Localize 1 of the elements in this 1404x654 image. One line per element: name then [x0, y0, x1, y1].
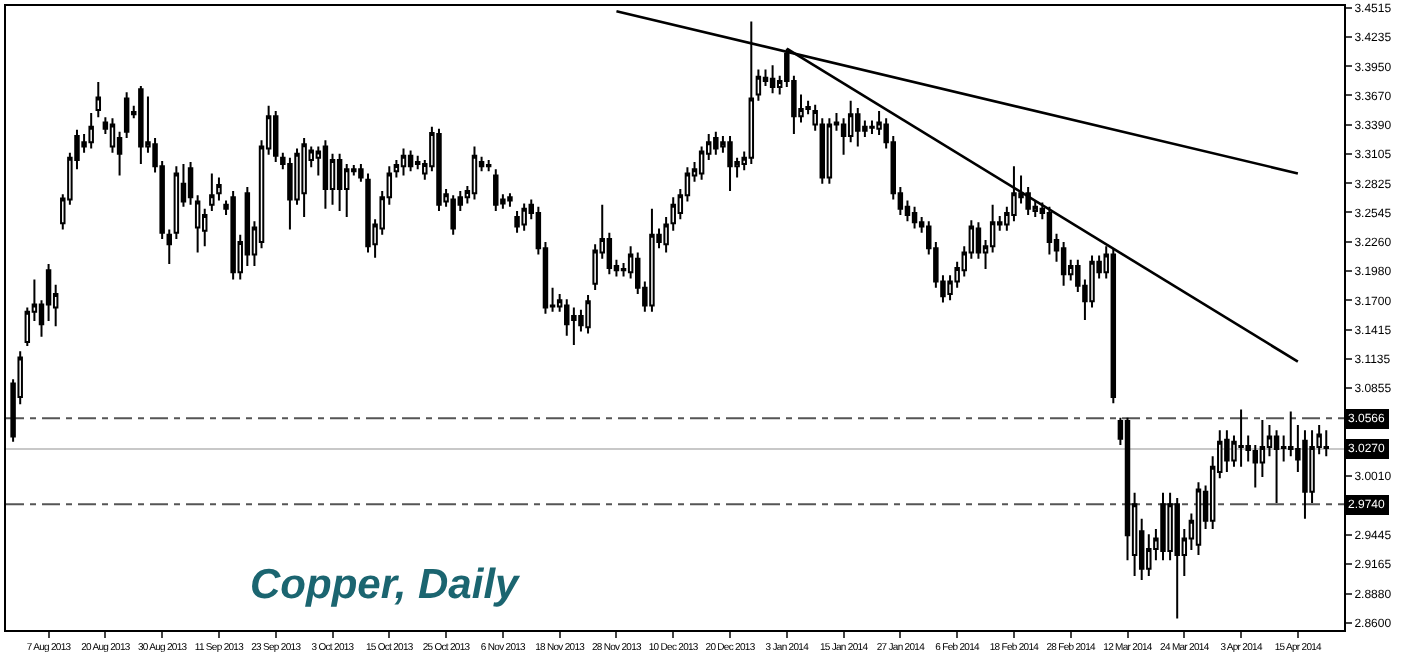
- annotation: Copper, Daily: [250, 562, 522, 608]
